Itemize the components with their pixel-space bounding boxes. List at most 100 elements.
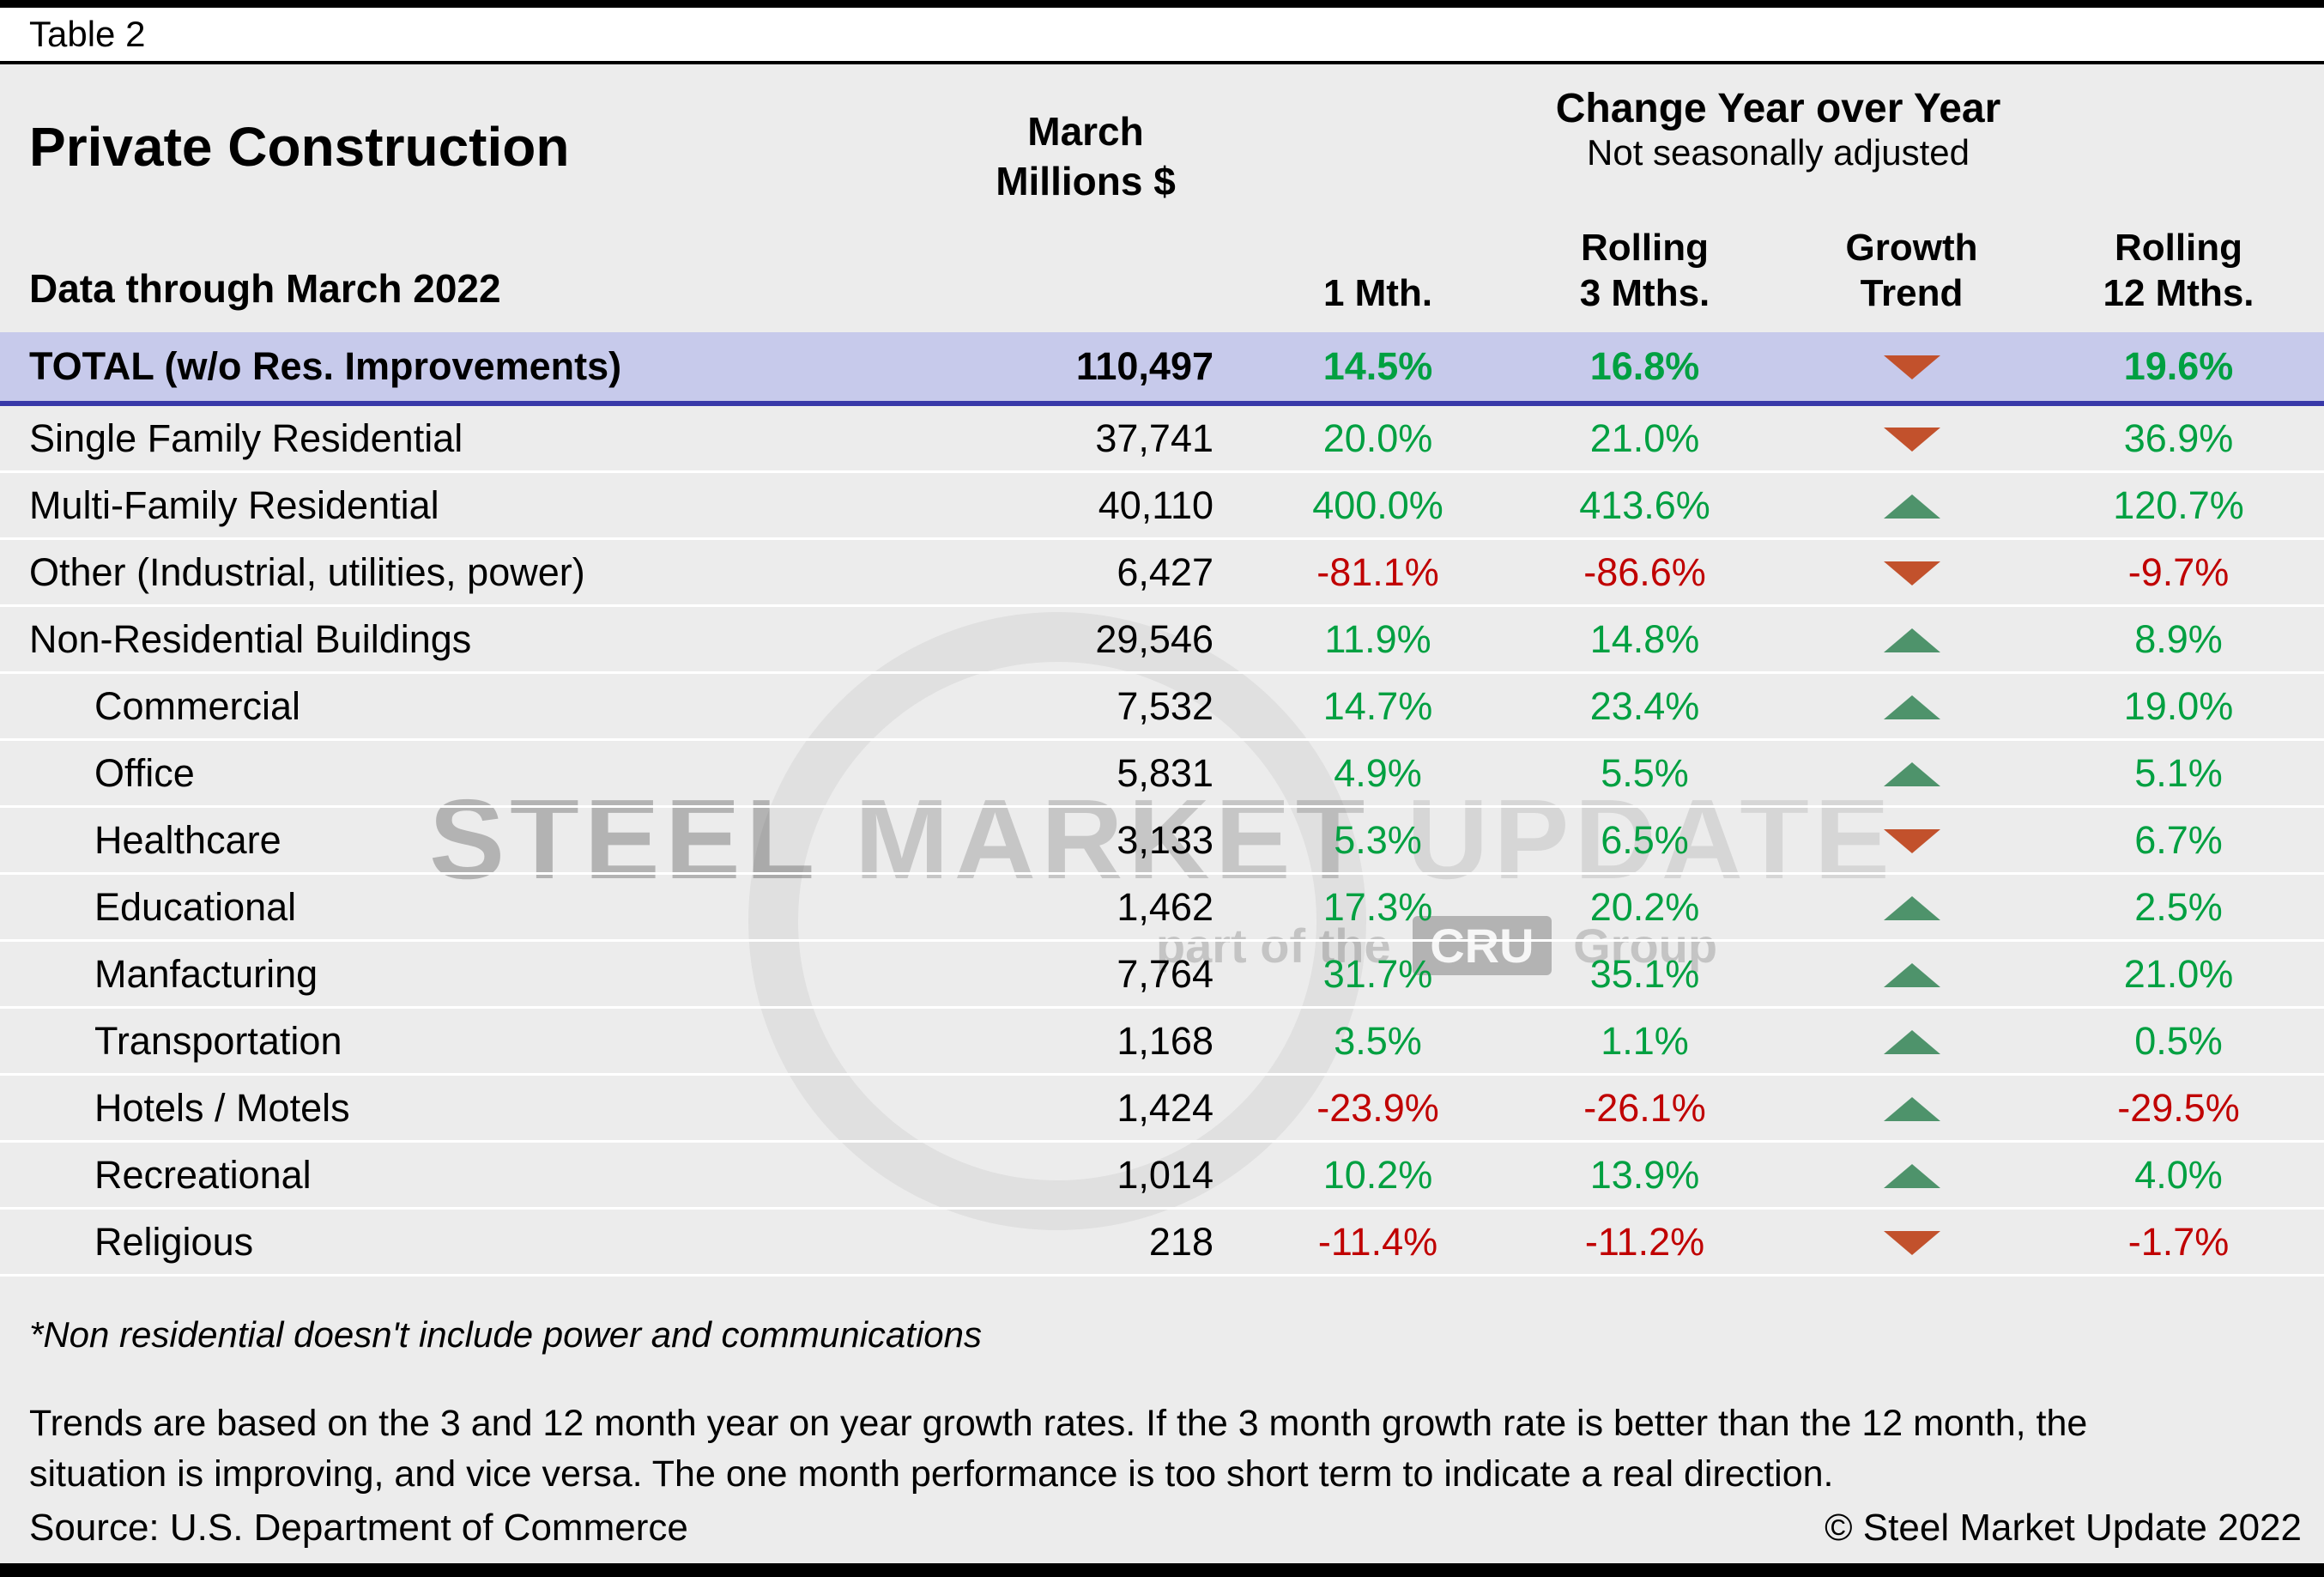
row-trend-cell: [1778, 952, 2045, 997]
millions-line1: March: [1027, 109, 1144, 154]
bottom-border: [0, 1563, 2324, 1577]
table-row: Other (Industrial, utilities, power) 6,4…: [0, 540, 2324, 607]
table-row: Commercial 7,532 14.7% 23.4% 19.0%: [0, 674, 2324, 741]
table-label-strip: Table 2: [0, 8, 2324, 61]
row-label: Religious: [94, 1219, 254, 1264]
column-header-millions: March Millions $: [927, 71, 1244, 332]
trend-down-icon: [1883, 1230, 1940, 1255]
row-millions-value: 110,497: [1075, 344, 1213, 388]
table-row: Recreational 1,014 10.2% 13.9% 4.0%: [0, 1143, 2324, 1210]
row-rolling3-value: 21.0%: [1589, 415, 1700, 460]
table-row: Single Family Residential 37,741 20.0% 2…: [0, 406, 2324, 473]
row-millions-value: 218: [1148, 1219, 1213, 1264]
row-millions-value: 6,427: [1117, 549, 1213, 594]
table-label: Table 2: [29, 14, 146, 54]
row-rolling3-value: 35.1%: [1589, 951, 1700, 996]
trend-down-icon: [1883, 355, 1940, 379]
row-rolling12-value: -9.7%: [2127, 549, 2230, 594]
row-label: TOTAL (w/o Res. Improvements): [29, 344, 622, 388]
row-1mth-value: 14.7%: [1322, 683, 1433, 728]
row-label: Single Family Residential: [29, 415, 463, 460]
table-row: Non-Residential Buildings 29,546 11.9% 1…: [0, 607, 2324, 674]
trend-up-icon: [1883, 494, 1940, 519]
row-label: Manfacturing: [94, 951, 318, 996]
row-millions-value: 29,546: [1095, 616, 1213, 661]
row-rolling3-value: 5.5%: [1601, 750, 1689, 795]
change-yoy-title: Change Year over Year: [1555, 86, 2001, 131]
source-credit: Source: U.S. Department of Commerce: [29, 1507, 688, 1549]
row-trend-cell: [1778, 1220, 2045, 1265]
row-rolling3-value: 14.8%: [1589, 616, 1700, 661]
row-trend-cell: [1778, 1153, 2045, 1198]
data-through-subtitle: Data through March 2022: [29, 266, 501, 311]
footer-row: Source: U.S. Department of Commerce © St…: [0, 1507, 2324, 1563]
table-panel: STEEL MARKET UPDATE part of the CRU Grou…: [0, 64, 2324, 1563]
row-rolling3-value: -26.1%: [1583, 1085, 1706, 1130]
millions-line2: Millions $: [996, 158, 1176, 203]
row-1mth-value: 4.9%: [1334, 750, 1422, 795]
table-row: Manfacturing 7,764 31.7% 35.1% 21.0%: [0, 942, 2324, 1009]
row-trend-cell: [1778, 1086, 2045, 1131]
table-row: Multi-Family Residential 40,110 400.0% 4…: [0, 473, 2324, 540]
column-header-1mth: 1 Mth.: [1322, 272, 1433, 315]
change-yoy-header: Change Year over Year Not seasonally adj…: [1244, 71, 2312, 222]
row-label: Educational: [94, 884, 297, 929]
trend-up-icon: [1883, 1096, 1940, 1121]
table-row: Office 5,831 4.9% 5.5% 5.1%: [0, 741, 2324, 808]
row-1mth-value: 17.3%: [1322, 884, 1433, 929]
row-trend-cell: [1778, 344, 2045, 389]
row-rolling3-value: 20.2%: [1589, 884, 1700, 929]
table-row: Hotels / Motels 1,424 -23.9% -26.1% -29.…: [0, 1076, 2324, 1143]
row-1mth-value: 10.2%: [1322, 1152, 1433, 1197]
row-label: Other (Industrial, utilities, power): [29, 549, 585, 594]
row-trend-cell: [1778, 684, 2045, 729]
change-yoy-subtitle: Not seasonally adjusted: [1587, 132, 1970, 173]
trend-up-icon: [1883, 628, 1940, 652]
row-millions-value: 5,831: [1117, 750, 1213, 795]
row-rolling12-value: 5.1%: [2134, 750, 2223, 795]
row-rolling12-value: 120.7%: [2113, 482, 2244, 527]
row-1mth-value: 5.3%: [1334, 817, 1422, 862]
trend-up-icon: [1883, 1029, 1940, 1054]
row-trend-cell: [1778, 617, 2045, 662]
row-millions-value: 37,741: [1095, 415, 1213, 460]
row-millions-value: 1,462: [1117, 884, 1213, 929]
trend-down-icon: [1883, 828, 1940, 853]
row-millions-value: 7,764: [1117, 951, 1213, 996]
row-rolling12-value: 21.0%: [2123, 951, 2234, 996]
row-rolling3-value: 6.5%: [1601, 817, 1689, 862]
row-rolling3-value: 13.9%: [1589, 1152, 1700, 1197]
table-row: Religious 218 -11.4% -11.2% -1.7%: [0, 1210, 2324, 1277]
row-label: Recreational: [94, 1152, 312, 1197]
row-rolling12-value: -1.7%: [2127, 1219, 2230, 1264]
rolling12-line2: 12 Mths.: [2103, 272, 2254, 315]
trend-up-icon: [1883, 962, 1940, 987]
row-rolling12-value: 4.0%: [2134, 1152, 2223, 1197]
row-1mth-value: 14.5%: [1322, 344, 1433, 388]
row-label: Multi-Family Residential: [29, 482, 439, 527]
row-trend-cell: [1778, 885, 2045, 930]
copyright-notice: © Steel Market Update 2022: [1825, 1507, 2302, 1549]
rolling3-line2: 3 Mths.: [1579, 272, 1710, 315]
trend-up-icon: [1883, 694, 1940, 719]
table-header: Private Construction Data through March …: [0, 64, 2324, 332]
column-header-rolling12: Rolling 12 Mths.: [2045, 226, 2312, 332]
top-border: [0, 0, 2324, 8]
row-label: Office: [94, 750, 195, 795]
row-rolling3-value: -86.6%: [1583, 549, 1706, 594]
row-1mth-value: 31.7%: [1322, 951, 1433, 996]
trend-down-icon: [1883, 427, 1940, 452]
row-rolling12-value: 6.7%: [2134, 817, 2223, 862]
row-rolling3-value: 23.4%: [1589, 683, 1700, 728]
row-label: Healthcare: [94, 817, 281, 862]
trend-line1: Growth: [1845, 227, 1978, 270]
row-trend-cell: [1778, 818, 2045, 863]
table-row: Healthcare 3,133 5.3% 6.5% 6.7%: [0, 808, 2324, 875]
row-millions-value: 1,168: [1117, 1018, 1213, 1063]
row-label: Non-Residential Buildings: [29, 616, 472, 661]
row-rolling12-value: 36.9%: [2123, 415, 2234, 460]
notes-area: *Non residential doesn't include power a…: [0, 1277, 2324, 1563]
rolling12-line1: Rolling: [2114, 227, 2243, 270]
trend-line2: Trend: [1860, 272, 1964, 315]
divider-rule: [0, 61, 2324, 64]
